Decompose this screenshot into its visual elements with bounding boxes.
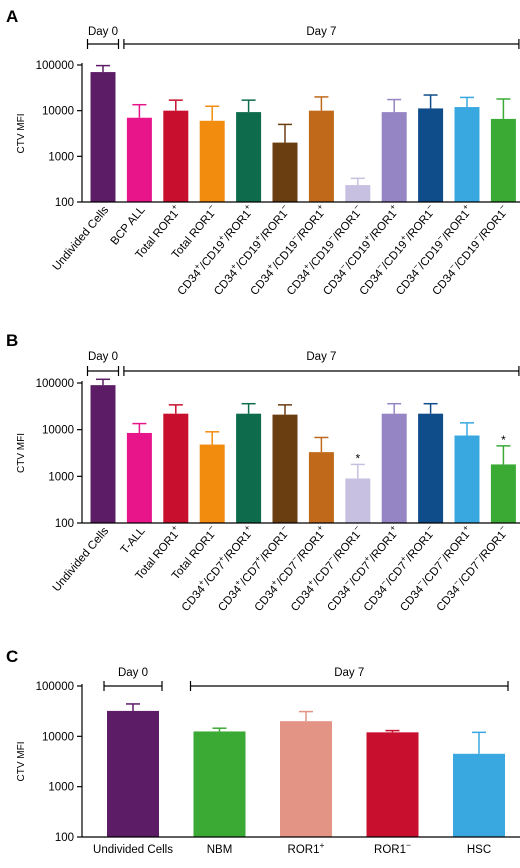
bar: [381, 413, 407, 523]
bar: [280, 721, 332, 837]
significance-marker: *: [501, 433, 506, 447]
panel-B: B CTV MFI 100 1000 10000 100000 * * Undivided Ce…: [6, 331, 520, 614]
bracket-label: Day 0: [118, 667, 148, 679]
bar: [418, 108, 444, 202]
bar: [90, 72, 116, 202]
bar: [126, 117, 152, 202]
panel-letter: B: [6, 331, 18, 350]
bar: [345, 478, 371, 523]
x-tick-label: ROR1−: [374, 840, 411, 856]
bar: [345, 185, 371, 202]
bar: [193, 731, 246, 837]
panel-letter: C: [6, 647, 18, 666]
bracket-label: Day 7: [306, 351, 336, 363]
panel-A: A CTV MFI 100 1000 10000 100000 Undivided Cell…: [6, 7, 520, 298]
bar: [199, 120, 225, 202]
y-tick-label: 1000: [48, 471, 74, 483]
bar: [272, 142, 298, 202]
y-tick-label: 10000: [42, 106, 74, 118]
y-tick-label: 1000: [48, 151, 74, 163]
x-tick-label: Undivided Cells: [51, 204, 112, 273]
y-tick-label: 100000: [36, 681, 74, 693]
bar: [126, 432, 152, 523]
bar: [199, 444, 225, 523]
y-tick-label: 10000: [42, 425, 74, 437]
bracket-label: Day 7: [306, 26, 336, 38]
bar: [272, 414, 298, 523]
x-tick-label: Undivided Cells: [93, 844, 173, 856]
y-tick-label: 1000: [48, 782, 74, 794]
x-tick-label: NBM: [207, 844, 233, 856]
significance-marker: *: [355, 451, 360, 465]
y-tick-label: 100: [55, 518, 74, 530]
bar: [308, 452, 334, 523]
y-axis-label: CTV MFI: [16, 433, 27, 473]
x-tick-label: ROR1+: [288, 840, 325, 856]
bracket-label: Day 0: [88, 26, 118, 38]
bar: [418, 413, 444, 523]
bar: [490, 464, 516, 523]
bar: [90, 385, 116, 523]
x-tick-label: T-ALL: [119, 525, 148, 557]
bar: [163, 110, 189, 202]
bar: [107, 710, 159, 837]
bar: [236, 112, 262, 202]
bar: [454, 107, 480, 202]
bracket-label: Day 7: [334, 667, 364, 679]
panel-letter: A: [6, 7, 18, 26]
panel-C: C CTV MFI 100 1000 10000 100000 Undivided Cell…: [6, 647, 520, 856]
bracket-label: Day 0: [88, 351, 118, 363]
y-tick-label: 10000: [42, 731, 74, 743]
x-tick-label: HSC: [467, 844, 491, 856]
y-axis-label: CTV MFI: [16, 114, 27, 154]
y-tick-label: 100: [55, 197, 74, 209]
bar: [236, 413, 262, 523]
y-tick-label: 100000: [36, 60, 74, 72]
y-tick-label: 100000: [36, 378, 74, 390]
y-axis-label: CTV MFI: [16, 742, 27, 782]
bar: [453, 753, 505, 837]
x-tick-label: BCP ALL: [109, 204, 148, 248]
bar: [308, 110, 334, 202]
bar: [490, 118, 516, 202]
bar: [454, 435, 480, 523]
bar: [381, 112, 407, 202]
x-tick-label: Undivided Cells: [51, 525, 112, 594]
y-tick-label: 100: [55, 832, 74, 844]
bar: [163, 413, 189, 523]
bar: [366, 732, 419, 837]
